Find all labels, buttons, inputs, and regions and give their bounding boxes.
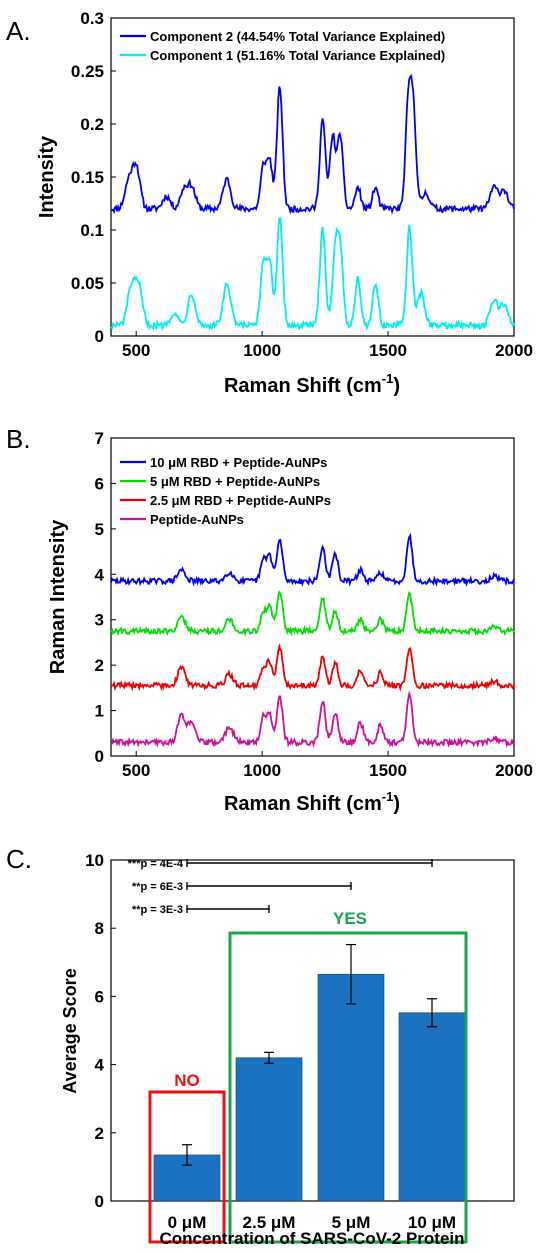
panel-b-axes-frame bbox=[110, 437, 515, 757]
panel-b: B. 500 1000 1500 2000 0 1 2 3 4 5 6 7 10 μM RBD + P… bbox=[6, 424, 533, 815]
group-box-no bbox=[148, 1090, 226, 1244]
panel-c-bars: 0 μM 2.5 μM 5 μM 10 μM bbox=[153, 943, 466, 1232]
group-label-yes: YES bbox=[333, 909, 367, 928]
panel-b-letter: B. bbox=[6, 424, 31, 454]
panel-a-ylabel: Intensity bbox=[36, 135, 58, 218]
panel-a-legend: Component 2 (44.54% Total Variance Expla… bbox=[120, 29, 445, 63]
y-tick-label: 7 bbox=[95, 429, 104, 448]
panel-c: C. 0 2 4 6 8 10 0 μM 2.5 μM 5 μM 10 μM NO YES ***… bbox=[6, 844, 515, 1248]
y-tick-label: 0.3 bbox=[80, 9, 104, 28]
series-line-0 bbox=[110, 73, 515, 215]
bar-2 bbox=[317, 973, 385, 1202]
significance-label-2: **p = 3E-3 bbox=[132, 904, 183, 916]
legend-label-2-5um: 2.5 μM RBD + Peptide-AuNPs bbox=[150, 493, 331, 508]
y-tick-label: 4 bbox=[95, 565, 105, 584]
panel-c-ticks: 0 2 4 6 8 10 bbox=[85, 851, 116, 1211]
y-tick-label: 5 bbox=[95, 520, 104, 539]
y-tick-label: 0.2 bbox=[80, 115, 104, 134]
y-tick-label: 10 bbox=[85, 851, 104, 870]
panel-b-ticks: 500 1000 1500 2000 0 1 2 3 4 5 6 7 bbox=[95, 429, 533, 780]
panel-b-ylabel: Raman Intensity bbox=[47, 519, 69, 674]
significance-label-0: ***p = 4E-4 bbox=[128, 858, 184, 870]
category-label-3: 10 μM bbox=[408, 1213, 456, 1232]
y-tick-label: 0.25 bbox=[71, 62, 104, 81]
y-tick-label: 8 bbox=[95, 919, 104, 938]
x-tick-label: 1500 bbox=[369, 341, 407, 360]
category-label-0: 0 μM bbox=[168, 1213, 207, 1232]
y-tick-label: 2 bbox=[95, 656, 104, 675]
y-tick-label: 4 bbox=[95, 1056, 105, 1075]
panel-b-series bbox=[110, 532, 515, 749]
legend-label-component-1: Component 1 (51.16% Total Variance Expla… bbox=[150, 48, 445, 63]
panel-a: A. 500 1000 1500 2000 0 0.05 0.1 0.15 0.2 0.25 0.3… bbox=[6, 9, 533, 397]
y-tick-label: 0 bbox=[95, 327, 104, 346]
y-tick-label: 0.05 bbox=[71, 274, 104, 293]
x-tick-label: 1000 bbox=[243, 761, 281, 780]
panel-c-xlabel: Concentration of SARS-CoV-2 Protein bbox=[159, 1229, 464, 1248]
y-tick-label: 3 bbox=[95, 611, 104, 630]
legend-label-10um: 10 μM RBD + Peptide-AuNPs bbox=[150, 455, 327, 470]
panel-a-axes-frame bbox=[110, 17, 515, 337]
legend-label-component-2: Component 2 (44.54% Total Variance Expla… bbox=[150, 29, 445, 44]
x-tick-label: 1500 bbox=[369, 761, 407, 780]
series-line-0 bbox=[110, 532, 515, 588]
panel-b-legend: 10 μM RBD + Peptide-AuNPs 5 μM RBD + Pep… bbox=[120, 455, 331, 527]
panel-a-ticks: 500 1000 1500 2000 0 0.05 0.1 0.15 0.2 0.25 0.3 bbox=[71, 9, 533, 360]
x-tick-label: 2000 bbox=[495, 341, 533, 360]
series-line-2 bbox=[110, 642, 515, 692]
panel-c-ylabel: Average Score bbox=[60, 968, 80, 1093]
y-tick-label: 2 bbox=[95, 1124, 104, 1143]
x-tick-label: 500 bbox=[122, 341, 150, 360]
panel-c-axes-frame bbox=[110, 859, 515, 1202]
panel-c-letter: C. bbox=[6, 844, 32, 874]
panel-c-groups: NO YES bbox=[148, 909, 468, 1244]
x-tick-label: 2000 bbox=[495, 761, 533, 780]
y-tick-label: 0.15 bbox=[71, 168, 104, 187]
y-tick-label: 1 bbox=[95, 702, 104, 721]
bar-1 bbox=[235, 1057, 303, 1202]
y-tick-label: 6 bbox=[95, 987, 104, 1006]
significance-label-1: **p = 6E-3 bbox=[132, 881, 183, 893]
x-tick-label: 500 bbox=[122, 761, 150, 780]
y-tick-label: 0 bbox=[95, 1192, 104, 1211]
group-label-no: NO bbox=[174, 1071, 200, 1090]
y-tick-label: 0 bbox=[95, 747, 104, 766]
category-label-2: 5 μM bbox=[332, 1213, 371, 1232]
panel-a-xlabel: Raman Shift (cm-1) bbox=[224, 371, 400, 397]
series-line-1 bbox=[110, 589, 515, 637]
bar-3 bbox=[398, 1012, 466, 1202]
panel-a-series bbox=[110, 73, 515, 332]
x-tick-label: 1000 bbox=[243, 341, 281, 360]
y-tick-label: 0.1 bbox=[80, 221, 104, 240]
panel-c-significance: ***p = 4E-4 **p = 6E-3 **p = 3E-3 bbox=[128, 858, 433, 916]
legend-label-5um: 5 μM RBD + Peptide-AuNPs bbox=[150, 474, 320, 489]
category-label-1: 2.5 μM bbox=[243, 1213, 296, 1232]
panel-a-letter: A. bbox=[6, 16, 31, 46]
y-tick-label: 6 bbox=[95, 474, 104, 493]
group-box-yes bbox=[228, 931, 468, 1244]
panel-b-xlabel: Raman Shift (cm-1) bbox=[224, 789, 400, 815]
legend-label-peptide: Peptide-AuNPs bbox=[150, 512, 244, 527]
series-line-1 bbox=[110, 217, 515, 332]
series-line-3 bbox=[110, 690, 515, 749]
